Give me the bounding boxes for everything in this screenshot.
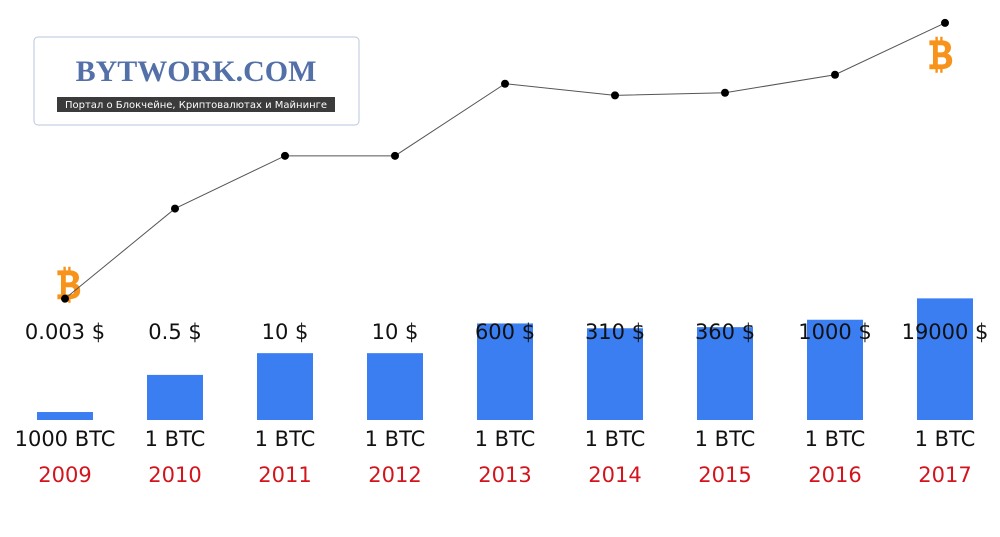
amount-label: 1 BTC bbox=[695, 427, 756, 451]
year-label: 2011 bbox=[258, 463, 311, 487]
logo-band bbox=[57, 97, 335, 112]
price-point bbox=[721, 88, 729, 97]
price-label: 19000 $ bbox=[902, 320, 989, 344]
amount-label: 1 BTC bbox=[365, 427, 426, 451]
amount-label: 1 BTC bbox=[915, 427, 976, 451]
price-point bbox=[281, 151, 289, 160]
bar bbox=[367, 353, 423, 420]
amount-label: 1 BTC bbox=[255, 427, 316, 451]
price-point bbox=[61, 294, 69, 303]
bar bbox=[147, 374, 203, 420]
amount-label: 1 BTC bbox=[145, 427, 206, 451]
year-label: 2014 bbox=[588, 463, 641, 487]
bitcoin-icon bbox=[929, 36, 953, 73]
year-label: 2009 bbox=[38, 463, 91, 487]
year-label: 2015 bbox=[698, 463, 751, 487]
price-point bbox=[171, 204, 179, 213]
price-label: 360 $ bbox=[695, 320, 755, 344]
price-label: 10 $ bbox=[372, 320, 419, 344]
bar bbox=[257, 353, 313, 420]
amount-label: 1 BTC bbox=[585, 427, 646, 451]
price-label: 1000 $ bbox=[798, 320, 871, 344]
amount-label: 1 BTC bbox=[475, 427, 536, 451]
price-label: 0.5 $ bbox=[148, 320, 201, 344]
price-label: 600 $ bbox=[475, 320, 535, 344]
price-point bbox=[501, 79, 509, 88]
bar bbox=[697, 327, 753, 420]
bitcoin-icon bbox=[57, 266, 81, 303]
bar bbox=[917, 298, 973, 420]
price-point bbox=[831, 70, 839, 79]
amount-label: 1000 BTC bbox=[15, 427, 116, 451]
year-label: 2017 bbox=[918, 463, 971, 487]
price-label: 0.003 $ bbox=[25, 320, 105, 344]
price-point bbox=[941, 18, 949, 27]
price-label: 10 $ bbox=[262, 320, 309, 344]
year-label: 2010 bbox=[148, 463, 201, 487]
price-point bbox=[611, 91, 619, 100]
bar bbox=[477, 323, 533, 420]
price-label: 310 $ bbox=[585, 320, 645, 344]
bar bbox=[37, 412, 93, 420]
logo-title: BYTWORK.COM bbox=[76, 55, 317, 88]
bar bbox=[587, 328, 643, 420]
year-label: 2012 bbox=[368, 463, 421, 487]
logo-subtitle: Портал о Блокчейне, Криптовалютах и Майн… bbox=[65, 100, 327, 111]
price-point bbox=[391, 151, 399, 160]
amount-label: 1 BTC bbox=[805, 427, 866, 451]
year-label: 2013 bbox=[478, 463, 531, 487]
year-label: 2016 bbox=[808, 463, 861, 487]
bar bbox=[807, 319, 863, 420]
